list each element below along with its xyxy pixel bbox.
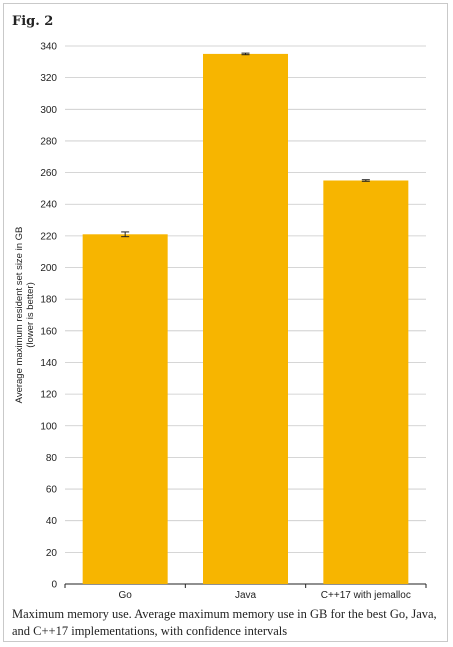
y-axis-ticks: 0 20 40 60 80 100 120 140 160 180 200 220 240 260 280 3… [40,42,57,591]
y-tick-label: 100 [40,421,57,432]
y-tick-label: 60 [46,485,58,496]
y-axis-label: Average maximum resident set size in GB [14,227,25,404]
y-tick-label: 240 [40,200,57,211]
x-tick-label: Java [235,590,257,600]
figure-label: Fig. 2 [12,14,54,29]
y-tick-label: 340 [40,42,57,53]
x-tick-label: C++17 with jemalloc [321,590,411,600]
bars [82,52,409,585]
bar-chart: 0 20 40 60 80 100 120 140 160 180 200 220 240 260 280 3… [14,42,427,600]
x-axis-ticks: Go Java C++17 with jemalloc [64,584,427,600]
y-tick-label: 0 [51,580,57,591]
y-tick-label: 140 [40,358,57,369]
bar [82,234,168,585]
y-axis-sublabel: (lower is better) [25,282,36,347]
bar [203,53,288,585]
y-tick-label: 160 [40,326,57,337]
y-tick-label: 260 [40,168,57,179]
y-tick-label: 180 [40,295,57,306]
x-tick-label: Go [118,590,132,600]
y-tick-label: 120 [40,390,57,401]
y-tick-label: 300 [40,105,57,116]
bar [323,180,409,584]
y-tick-label: 40 [46,516,58,527]
y-tick-label: 20 [46,548,58,559]
figure-caption: Maximum memory use. Average maximum memo… [12,607,437,638]
y-tick-label: 200 [40,263,57,274]
y-tick-label: 280 [40,136,57,147]
y-tick-label: 80 [46,453,58,464]
y-tick-label: 320 [40,73,57,84]
y-tick-label: 220 [40,231,57,242]
